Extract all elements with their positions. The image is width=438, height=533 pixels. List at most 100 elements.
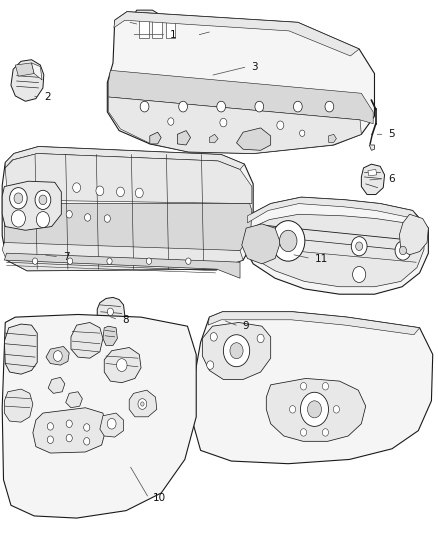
Circle shape (66, 420, 72, 427)
Circle shape (96, 186, 104, 196)
Text: 6: 6 (388, 174, 395, 183)
Polygon shape (166, 16, 175, 38)
Circle shape (66, 211, 72, 218)
Polygon shape (48, 377, 65, 393)
Circle shape (217, 101, 226, 112)
Circle shape (356, 242, 363, 251)
Circle shape (32, 258, 38, 264)
Circle shape (257, 334, 264, 343)
Polygon shape (361, 164, 385, 195)
Polygon shape (2, 147, 253, 271)
Circle shape (353, 266, 366, 282)
Circle shape (322, 429, 328, 436)
Circle shape (333, 406, 339, 413)
Polygon shape (266, 378, 366, 441)
Circle shape (104, 215, 110, 222)
Circle shape (277, 121, 284, 130)
Circle shape (399, 246, 406, 255)
Circle shape (293, 101, 302, 112)
Circle shape (146, 258, 152, 264)
Polygon shape (2, 243, 243, 271)
Polygon shape (46, 346, 69, 365)
Text: 5: 5 (388, 130, 395, 139)
Polygon shape (2, 314, 196, 518)
Circle shape (300, 383, 307, 390)
Circle shape (47, 423, 53, 430)
Polygon shape (104, 348, 141, 383)
Polygon shape (5, 147, 244, 169)
Circle shape (230, 343, 243, 359)
Circle shape (325, 101, 334, 112)
Circle shape (84, 424, 90, 431)
Polygon shape (4, 389, 33, 422)
Circle shape (395, 241, 411, 260)
Circle shape (186, 258, 191, 264)
Polygon shape (129, 390, 157, 417)
Polygon shape (139, 16, 149, 38)
Circle shape (141, 402, 144, 406)
Circle shape (351, 237, 367, 256)
Circle shape (210, 333, 217, 341)
Polygon shape (100, 413, 124, 437)
Polygon shape (368, 169, 377, 176)
Polygon shape (114, 12, 359, 56)
Text: 9: 9 (242, 321, 249, 331)
Polygon shape (103, 326, 117, 345)
Text: 3: 3 (251, 62, 258, 71)
Polygon shape (71, 322, 103, 358)
Circle shape (307, 401, 321, 418)
Polygon shape (177, 131, 191, 145)
Polygon shape (130, 10, 209, 49)
Circle shape (10, 188, 27, 209)
Text: 8: 8 (122, 315, 128, 325)
Polygon shape (11, 60, 44, 101)
Circle shape (117, 187, 124, 197)
Circle shape (67, 258, 73, 264)
Circle shape (85, 214, 91, 221)
Circle shape (300, 429, 307, 436)
Circle shape (272, 221, 305, 261)
Polygon shape (246, 214, 424, 287)
Circle shape (223, 335, 250, 367)
Polygon shape (97, 297, 125, 329)
Circle shape (47, 436, 53, 443)
Text: 10: 10 (152, 494, 166, 503)
Circle shape (290, 406, 296, 413)
Circle shape (300, 130, 305, 136)
Circle shape (73, 183, 81, 192)
Circle shape (53, 351, 62, 361)
Polygon shape (208, 312, 420, 335)
Circle shape (11, 210, 25, 227)
Polygon shape (107, 12, 374, 154)
Text: 11: 11 (314, 254, 328, 263)
Polygon shape (5, 154, 252, 204)
Polygon shape (328, 134, 336, 142)
Polygon shape (109, 70, 373, 124)
Circle shape (35, 190, 51, 209)
Circle shape (117, 359, 127, 372)
Polygon shape (399, 214, 428, 255)
Polygon shape (152, 16, 162, 38)
Polygon shape (150, 132, 161, 144)
Polygon shape (209, 134, 218, 143)
Circle shape (220, 118, 227, 127)
Polygon shape (33, 408, 106, 453)
Circle shape (300, 392, 328, 426)
Circle shape (107, 418, 116, 429)
Polygon shape (4, 204, 252, 253)
Text: 7: 7 (63, 252, 69, 262)
Polygon shape (15, 63, 34, 76)
Circle shape (36, 212, 49, 228)
Polygon shape (237, 128, 271, 150)
Polygon shape (247, 197, 427, 233)
Circle shape (107, 258, 112, 264)
Circle shape (39, 195, 47, 205)
Circle shape (255, 101, 264, 112)
Circle shape (179, 101, 187, 112)
Polygon shape (369, 145, 374, 150)
Circle shape (107, 308, 113, 316)
Circle shape (84, 438, 90, 445)
Polygon shape (4, 253, 240, 278)
Polygon shape (194, 312, 433, 464)
Polygon shape (2, 181, 61, 230)
